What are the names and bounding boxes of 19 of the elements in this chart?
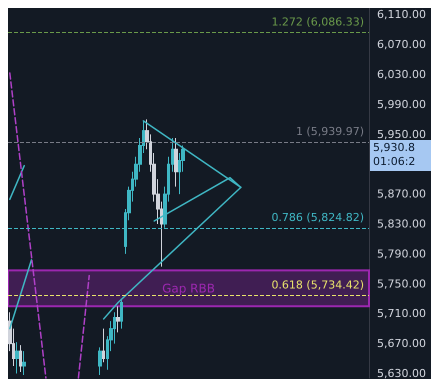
y-tick-label: 6,030.00 bbox=[377, 68, 426, 82]
y-tick-label: 5,630.00 bbox=[377, 367, 426, 380]
ref-line-label: 0.618 (5,734.42) bbox=[271, 278, 364, 292]
y-tick-label: 5,990.00 bbox=[377, 98, 426, 111]
y-tick-label: 5,790.00 bbox=[377, 247, 426, 260]
y-tick-label: 5,950.00 bbox=[377, 128, 426, 141]
ref-line-label: 1 (5,939.97) bbox=[296, 124, 364, 138]
y-tick-label: 5,830.00 bbox=[377, 218, 426, 231]
y-tick-label: 5,710.00 bbox=[377, 307, 426, 320]
y-tick-label: 6,110.00 bbox=[377, 8, 426, 22]
ref-line-label: 0.786 (5,824.82) bbox=[271, 210, 364, 224]
text: 5,930.8 bbox=[373, 141, 415, 154]
y-tick-label: 6,070.00 bbox=[377, 38, 426, 52]
text: 01:06:2 bbox=[373, 155, 416, 168]
y-tick-label: 5,870.00 bbox=[377, 188, 426, 201]
y-tick-label: 5,750.00 bbox=[377, 277, 426, 290]
band-label: Gap RBB bbox=[162, 281, 215, 296]
y-tick-label: 5,670.00 bbox=[377, 337, 426, 350]
ref-line-label: 1.272 (6,086.33) bbox=[271, 15, 364, 28]
